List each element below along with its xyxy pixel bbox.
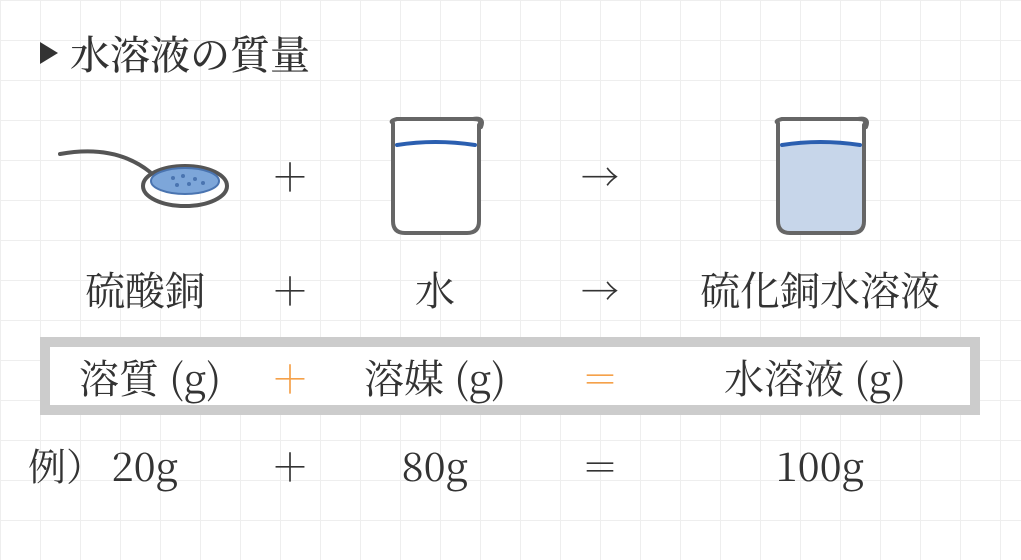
beaker-water-cell [330,109,540,239]
solvent-name: 水 [330,249,540,327]
beaker-water-icon [375,109,495,239]
illustration-arrow: → [540,109,660,239]
example-solvent-value: 80g [330,425,540,503]
beaker-solution-icon [760,109,880,239]
example-equals: ＝ [540,425,660,503]
example-solute-value: 20g [112,436,179,493]
formula-solute: 溶質 (g) [40,337,250,415]
solution-name: 硫化銅水溶液 [660,249,980,327]
formula-plus: ＋ [250,337,330,415]
diagram-content: 水溶液の質量 ＋ [0,0,1021,537]
bullet-triangle-icon [40,42,58,64]
title-row: 水溶液の質量 [40,24,981,81]
formula-equals: ＝ [540,337,660,415]
example-solute-cell: 例） 20g [40,425,250,503]
example-prefix: 例） [28,437,104,492]
beaker-solution-cell [660,109,980,239]
page-title: 水溶液の質量 [70,24,310,81]
illustration-plus: ＋ [250,109,330,239]
example-plus: ＋ [250,425,330,503]
example-solution-value: 100g [660,425,980,503]
solute-name: 硫酸銅 [40,249,250,327]
equation-table: ＋ → 硫酸銅 ＋ 水 → [40,99,980,513]
substances-plus: ＋ [250,249,330,327]
illustration-row: ＋ → [40,109,980,239]
spoon-icon [55,134,235,214]
spoon-cell [40,109,250,239]
example-row: 例） 20g ＋ 80g ＝ 100g [40,425,980,503]
formula-row: 溶質 (g) ＋ 溶媒 (g) ＝ 水溶液 (g) [40,337,980,415]
formula-solvent: 溶媒 (g) [330,337,540,415]
substances-arrow: → [540,249,660,327]
formula-solution: 水溶液 (g) [660,337,980,415]
substances-row: 硫酸銅 ＋ 水 → 硫化銅水溶液 [40,249,980,327]
